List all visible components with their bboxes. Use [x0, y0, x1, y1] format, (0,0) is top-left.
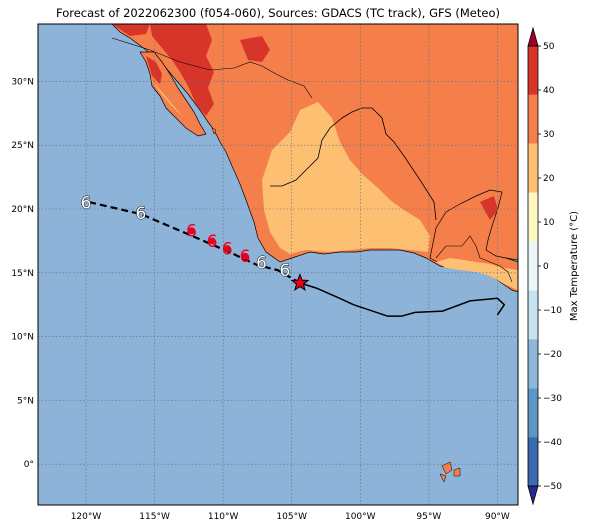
tropical-storm-icon: 6	[135, 203, 147, 224]
colorbar-bin	[528, 388, 538, 438]
map-title: Forecast of 2022062300 (f054-060), Sourc…	[56, 6, 500, 20]
colorbar-tick-label: 50	[543, 42, 555, 52]
lat-tick-label: 5°N	[17, 396, 34, 406]
galapagos-islands	[439, 461, 461, 483]
current-position-star-icon	[290, 273, 310, 292]
track-past-coastal	[299, 282, 354, 306]
colorbar-bin	[528, 339, 538, 389]
gridlines	[38, 24, 518, 505]
land-sonora-hot	[150, 24, 214, 116]
land-nw-hot	[112, 24, 150, 36]
lat-tick-label: 20°N	[11, 205, 34, 215]
colorbar-tick-label: −30	[543, 394, 562, 404]
colorbar-extend-max	[527, 26, 539, 47]
colorbar-extend-min	[527, 485, 539, 506]
lat-tick-label: 25°N	[11, 141, 34, 151]
lon-tick-label: 95°W	[416, 512, 441, 522]
hurricane-icon: 6	[207, 232, 218, 252]
svg-text:6: 6	[135, 204, 146, 224]
colorbar-bin	[528, 290, 538, 340]
svg-text:6: 6	[207, 232, 218, 252]
svg-text:6: 6	[222, 240, 233, 260]
colorbar-tick-label: 40	[543, 86, 555, 96]
coastline	[270, 107, 437, 221]
svg-text:6: 6	[81, 194, 92, 214]
border-usa-mexico	[111, 37, 313, 99]
colorbar-tick-label: −40	[543, 438, 562, 448]
colorbar-tick-label: 0	[543, 262, 549, 272]
colorbar: 50 40 30 20 10 0 −10 −20 −30 −40 −50	[527, 26, 562, 506]
colorbar-tick-label: −10	[543, 306, 562, 316]
svg-text:6: 6	[256, 254, 267, 274]
svg-text:6: 6	[279, 261, 290, 281]
colorbar-tick-label: 20	[543, 174, 555, 184]
revillagigedo-islands	[211, 127, 217, 135]
border-central-america	[479, 257, 513, 283]
latitude-ticks: 30°N 25°N 20°N 15°N 10°N 5°N 0°	[11, 77, 34, 470]
land-chihuahua-hot	[240, 36, 270, 62]
track-forecast	[85, 200, 301, 284]
lon-tick-label: 115°W	[139, 512, 170, 522]
tropical-storm-icon: 6	[80, 193, 92, 214]
lat-tick-label: 15°N	[11, 269, 34, 279]
hurricane-icon: 6	[222, 240, 233, 260]
colorbar-tick-label: −20	[543, 350, 562, 360]
lon-tick-label: 120°W	[71, 512, 102, 522]
colorbar-tick-label: −50	[543, 482, 562, 492]
land-yucatan-hot	[480, 196, 498, 220]
colorbar-bin	[528, 192, 538, 242]
colorbar-bin	[528, 94, 538, 144]
hurricane-icon: 6	[186, 222, 197, 242]
longitude-ticks: 120°W 115°W 110°W 105°W 100°W 95°W 90°W	[71, 512, 510, 522]
svg-text:6: 6	[240, 247, 251, 267]
track-past	[353, 297, 506, 317]
colorbar-bin	[528, 437, 538, 486]
lat-tick-label: 0°	[24, 460, 34, 470]
svg-text:6: 6	[186, 222, 197, 242]
land-mexico-plateau	[262, 102, 430, 254]
lon-tick-label: 110°W	[208, 512, 239, 522]
land-central-america-highland	[436, 258, 518, 290]
colorbar-bin	[528, 241, 538, 291]
colorbar-tick-label: 30	[543, 130, 555, 140]
lat-tick-label: 10°N	[11, 333, 34, 343]
plot-frame	[37, 23, 519, 506]
tropical-storm-icon: 6	[279, 261, 291, 282]
colorbar-bin	[528, 143, 538, 193]
lon-tick-label: 90°W	[485, 512, 510, 522]
colorbar-tick-label: 10	[543, 218, 555, 228]
land-baja-hot	[146, 56, 162, 84]
border-mexico-guatemala	[435, 235, 481, 259]
lon-tick-label: 105°W	[276, 512, 307, 522]
colorbar-label: Max Temperature (°C)	[569, 211, 580, 321]
hurricane-icon: 6	[240, 247, 251, 267]
lat-tick-label: 30°N	[11, 77, 34, 87]
lon-tick-label: 100°W	[345, 512, 376, 522]
colorbar-bin	[528, 46, 538, 95]
tropical-storm-icon: 6	[256, 253, 268, 274]
